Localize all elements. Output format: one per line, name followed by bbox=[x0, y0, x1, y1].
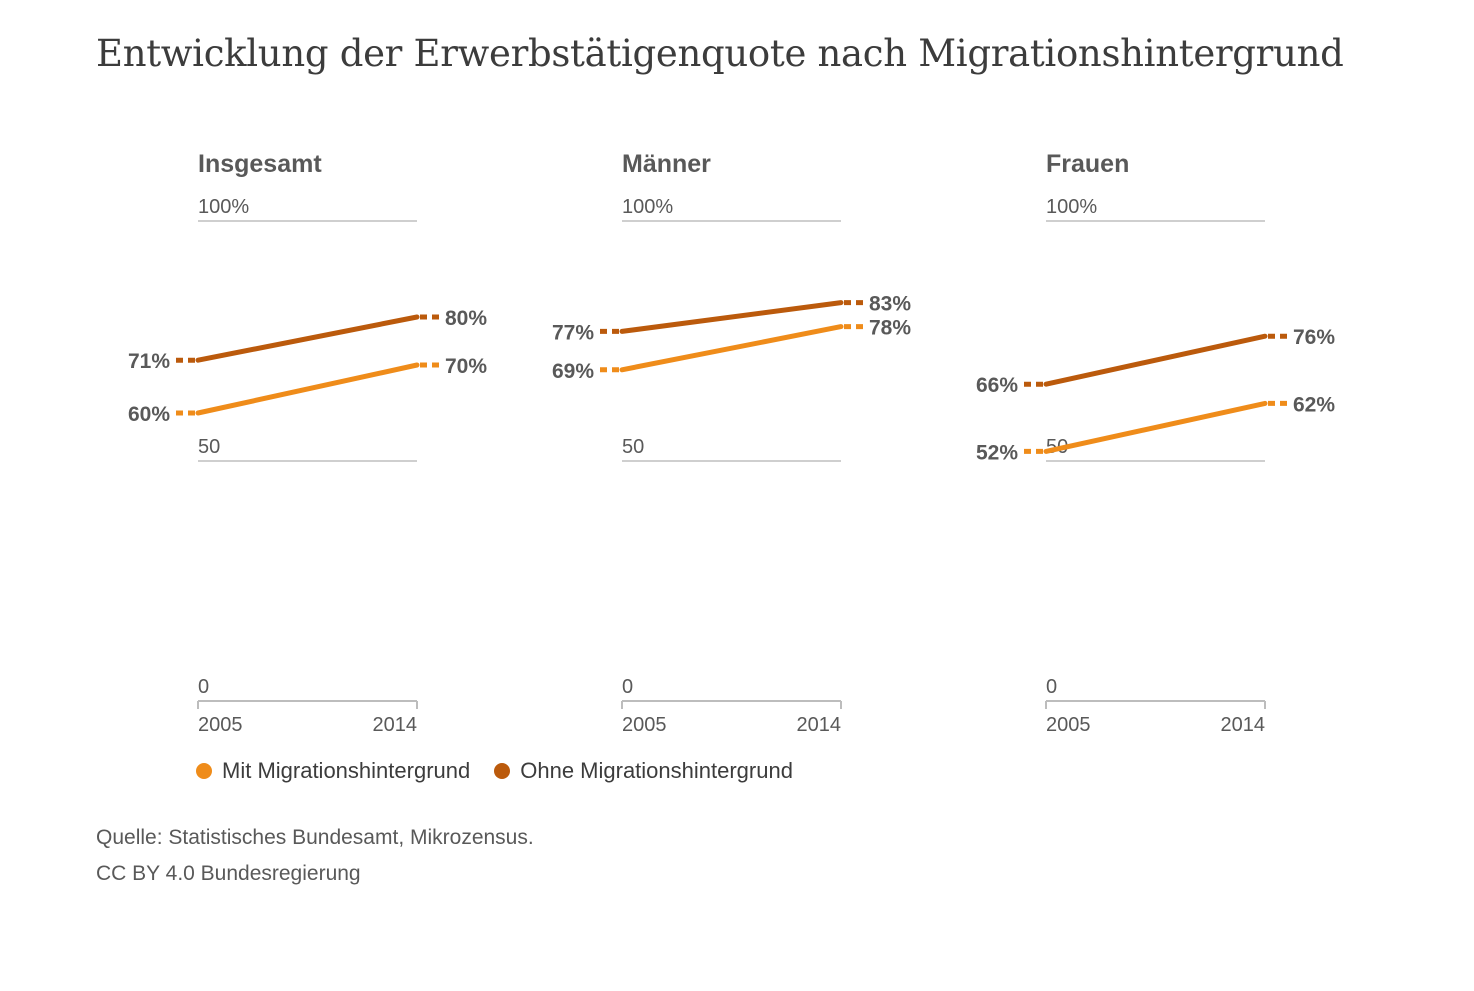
x-tick-label: 2014 bbox=[373, 714, 418, 736]
data-label-end-ohne: 76% bbox=[1293, 326, 1335, 349]
y-tick-label: 100% bbox=[622, 196, 673, 218]
series-line-mit bbox=[619, 324, 844, 373]
x-tick-label: 2005 bbox=[198, 714, 243, 736]
series-line-mit bbox=[195, 362, 420, 416]
panel-title: Männer bbox=[622, 150, 711, 178]
source-line: Quelle: Statistisches Bundesamt, Mikroze… bbox=[96, 826, 534, 849]
legend: Mit Migrationshintergrund Ohne Migration… bbox=[196, 758, 817, 784]
data-label-start-ohne: 77% bbox=[552, 321, 594, 344]
data-label-start-mit: 52% bbox=[976, 441, 1018, 464]
x-tick-label: 2014 bbox=[797, 714, 842, 736]
data-label-end-mit: 62% bbox=[1293, 393, 1335, 416]
source-note: Quelle: Statistisches Bundesamt, Mikroze… bbox=[96, 820, 534, 892]
data-label-start-mit: 60% bbox=[128, 403, 170, 426]
x-tick-label: 2005 bbox=[622, 714, 667, 736]
y-tick-label: 0 bbox=[622, 676, 633, 698]
y-tick-label: 100% bbox=[1046, 196, 1097, 218]
series-line-ohne bbox=[1043, 333, 1268, 387]
data-label-end-ohne: 83% bbox=[869, 293, 911, 316]
legend-label-ohne: Ohne Migrationshintergrund bbox=[520, 758, 793, 783]
x-tick-label: 2005 bbox=[1046, 714, 1091, 736]
legend-swatch-ohne bbox=[494, 763, 511, 779]
series-line-ohne bbox=[195, 314, 420, 363]
y-tick-label: 100% bbox=[198, 196, 249, 218]
panel-title: Insgesamt bbox=[198, 150, 322, 178]
data-label-start-ohne: 71% bbox=[128, 350, 170, 373]
data-label-end-ohne: 80% bbox=[445, 307, 487, 330]
data-label-start-mit: 69% bbox=[552, 360, 594, 383]
x-tick-label: 2014 bbox=[1221, 714, 1266, 736]
series-line-mit bbox=[1043, 400, 1268, 454]
legend-item-ohne: Ohne Migrationshintergrund bbox=[494, 758, 793, 784]
y-tick-label: 50 bbox=[622, 436, 644, 458]
chart-title: Entwicklung der Erwerbstätigenquote nach… bbox=[96, 32, 1344, 75]
y-tick-label: 0 bbox=[1046, 676, 1057, 698]
legend-swatch-mit bbox=[196, 763, 212, 779]
y-tick-label: 50 bbox=[198, 436, 220, 458]
panel-title: Frauen bbox=[1046, 150, 1129, 178]
legend-item-mit: Mit Migrationshintergrund bbox=[196, 758, 470, 784]
license-line: CC BY 4.0 Bundesregierung bbox=[96, 862, 361, 885]
series-line-ohne bbox=[619, 300, 844, 334]
data-label-end-mit: 78% bbox=[869, 317, 911, 340]
data-label-start-ohne: 66% bbox=[976, 374, 1018, 397]
y-tick-label: 0 bbox=[198, 676, 209, 698]
legend-label-mit: Mit Migrationshintergrund bbox=[222, 758, 471, 783]
data-label-end-mit: 70% bbox=[445, 355, 487, 378]
